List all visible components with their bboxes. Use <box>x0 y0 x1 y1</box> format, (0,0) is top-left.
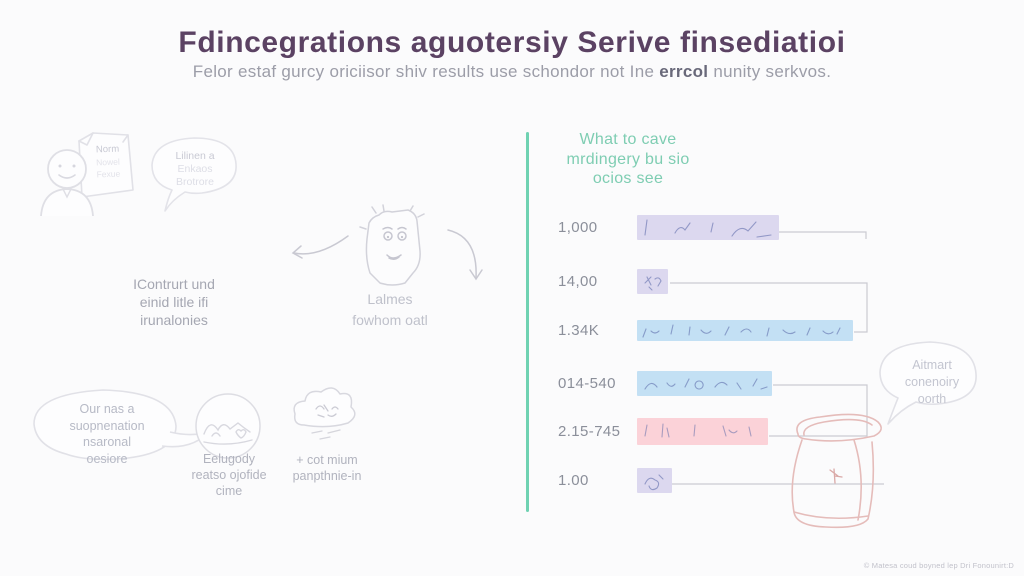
chart-row: 2.15-745 <box>558 418 768 445</box>
bar <box>637 418 768 445</box>
document-line: Fexue <box>96 168 121 180</box>
caption-line: panpthnie-in <box>292 469 362 483</box>
bar <box>637 215 779 240</box>
bar-scribble <box>644 378 768 390</box>
bubble-line: Aitmart <box>912 358 952 372</box>
caption-line: cime <box>215 484 243 498</box>
bar-label: 1,000 <box>558 219 598 236</box>
bar-label: 1.00 <box>558 472 589 489</box>
bubble-line: nsaronal <box>83 435 131 449</box>
bar-scribble <box>644 423 752 438</box>
chart-heading: What to cave mrdingery bu sio ocios see <box>538 130 718 189</box>
bar <box>637 320 853 341</box>
bubble-line: oorth <box>917 392 947 406</box>
speech-bubble-bottom-text: Our nas a suopnenation nsaronal oesiore <box>48 401 166 467</box>
chart-row: 1.34K <box>558 317 853 344</box>
bar-label: 2.15-745 <box>558 423 621 440</box>
caption-cloud: + cot mium panpthnie-in <box>272 452 382 484</box>
bubble-line: conenoiry <box>904 375 960 389</box>
subtitle-post: nunity serkvos. <box>708 62 832 81</box>
caption-lalmes: Lalmes fowhom oatl <box>328 289 452 331</box>
bar-scribble <box>644 276 662 291</box>
page-title: Fdincegrations aguotersiy Serive finsedi… <box>178 26 846 59</box>
heading-line: What to cave <box>579 131 677 148</box>
bar-scribble <box>644 474 664 491</box>
crumpled-paper-icon <box>291 204 483 286</box>
speech-bubble-top-icon <box>151 137 237 212</box>
divider-line <box>526 132 529 512</box>
caption-line: irunalonies <box>140 312 208 328</box>
landscape-circle-icon <box>195 393 261 459</box>
chart-row: 14,00 <box>558 268 668 295</box>
bar-label: 14,00 <box>558 273 598 290</box>
caption-line: IContrurt und <box>133 276 215 292</box>
bar <box>637 371 772 396</box>
bar-label: 1.34K <box>558 322 600 339</box>
chart-row: 014-540 <box>558 370 772 397</box>
caption-line: fowhom oatl <box>352 312 428 328</box>
heading-line: ocios see <box>592 170 664 187</box>
caption-line: Eelugody <box>202 452 256 466</box>
bubble-line: Our nas a <box>79 402 135 416</box>
speech-bubble-right-icon <box>879 341 977 425</box>
bubble-line: suopnenation <box>69 418 145 433</box>
subtitle-pre: Felor estaf gurcy oriciisor shiv results… <box>192 62 660 81</box>
bar <box>637 269 668 294</box>
bubble-line: Brotrore <box>176 176 214 188</box>
caption-line: + cot mium <box>296 453 358 467</box>
caption-line: Lalmes <box>367 291 413 307</box>
bar-scribble <box>642 324 841 338</box>
bubble-line: Lilinen a <box>175 150 215 162</box>
arrow-left-icon <box>293 235 349 255</box>
caption-contrurt: IContrurt und einid litle ifi irunalonie… <box>95 275 253 329</box>
cloud-icon <box>293 387 356 440</box>
caption-circle: Eelugody reatso ojofide cime <box>172 451 286 499</box>
caption-line: reatso ojofide <box>191 468 267 482</box>
bubble-line: Enkaos <box>177 163 213 175</box>
person-with-document-icon <box>40 132 134 216</box>
watermark: © Matesa coud boyned lep Dri Fonounirt:D <box>863 561 1014 570</box>
speech-bubble-top-text: Lilinen a Enkaos Brotrore <box>160 150 230 189</box>
heading-line: mrdingery bu sio <box>566 150 690 168</box>
subtitle: Felor estaf gurcy oriciisor shiv results… <box>0 62 1024 82</box>
arrow-right-icon <box>447 229 477 279</box>
document-text: Norm Nowel Fexue <box>83 143 132 181</box>
bar-scribble <box>644 219 772 238</box>
subtitle-emphasis: errcol <box>659 62 709 81</box>
chart-row: 1,000 <box>558 214 779 241</box>
bar <box>637 468 672 493</box>
speech-bubble-right-text: Aitmart conenoiry oorth <box>890 357 974 408</box>
bubble-line: oesiore <box>86 451 128 466</box>
caption-line: einid litle ifi <box>139 294 209 310</box>
bar-label: 014-540 <box>558 375 616 392</box>
chart-row: 1.00 <box>558 467 672 494</box>
jar-icon <box>791 413 882 529</box>
